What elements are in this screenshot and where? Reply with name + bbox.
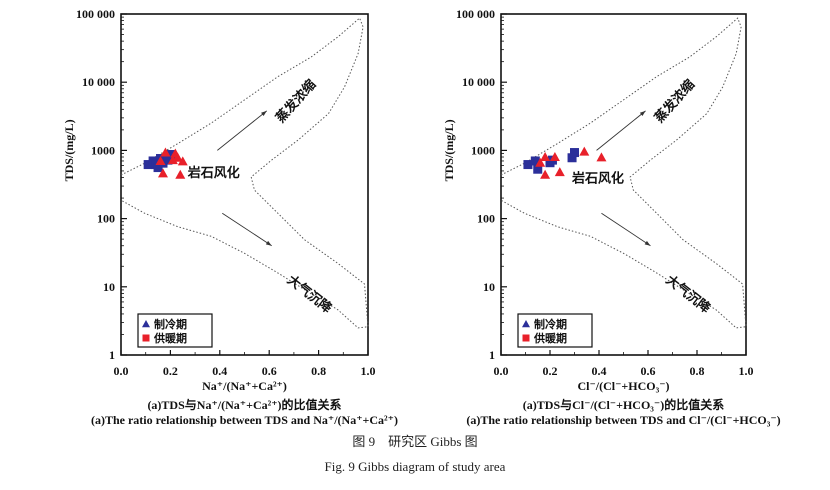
y-axis-label: TDS/(mg/L): [62, 119, 76, 181]
y-tick-label: 1: [109, 348, 115, 362]
data-point-square: [523, 160, 533, 170]
x-tick-label: 0.4: [592, 364, 607, 378]
data-point-triangle: [167, 155, 178, 165]
data-point-triangle: [172, 152, 183, 162]
y-tick-label: 10: [483, 280, 495, 294]
y-tick-label: 1000: [91, 143, 115, 157]
subplot-caption-cn: (a)TDS与Na⁺/(Na⁺+Ca²⁺)的比值关系: [147, 397, 341, 412]
x-axis-label: Cl⁻/(Cl⁻+HCO₃⁻): [577, 379, 669, 393]
annotation-rock-weathering: 岩石风化: [187, 165, 240, 181]
y-tick-label: 10 000: [82, 75, 115, 89]
annotation-evaporation: 蒸发浓缩: [651, 77, 698, 126]
y-tick-label: 1: [489, 348, 495, 362]
arrow-line: [601, 212, 651, 247]
arrow-line: [217, 110, 268, 151]
data-point-triangle: [155, 155, 166, 165]
data-point-square: [567, 153, 577, 163]
y-tick-label: 10 000: [462, 75, 495, 89]
x-tick-label: 0.8: [311, 364, 326, 378]
data-point-triangle: [157, 168, 168, 178]
legend-triangle-icon: [522, 320, 530, 328]
y-tick-label: 100: [97, 212, 115, 226]
legend-label: 制冷期: [154, 317, 187, 331]
y-tick-label: 10: [103, 280, 115, 294]
legend-label: 制冷期: [534, 317, 567, 331]
arrow-head-icon: [265, 240, 272, 246]
data-point-triangle: [535, 157, 546, 167]
legend-triangle-icon: [142, 320, 150, 328]
data-point-square: [153, 163, 163, 173]
data-point-square: [163, 155, 173, 165]
legend-square-icon: [522, 334, 530, 342]
precipitation-arrow: [222, 212, 272, 247]
arrow-line: [222, 212, 272, 247]
legend-label: 供暖期: [153, 331, 187, 345]
x-axis-label: Na⁺/(Na⁺+Ca²⁺): [202, 379, 287, 393]
annotation-precipitation: 大气沉降: [663, 272, 715, 317]
subplot-caption-en: (a)The ratio relationship between TDS an…: [91, 413, 398, 427]
data-point-triangle: [160, 147, 171, 157]
precipitation-arrow: [601, 212, 651, 247]
data-point-triangle: [540, 169, 551, 179]
y-tick-label: 100 000: [456, 7, 495, 21]
arrow-head-icon: [261, 110, 267, 116]
x-tick-label: 0.6: [262, 364, 277, 378]
chart-panel-1: 1 10 100 1000 10 000 100 000 0.0 0.2 0.4 0.6 0.8 1.…: [62, 7, 398, 427]
data-point-square: [143, 160, 153, 170]
subplot-caption-cn: (a)TDS与Cl⁻/(Cl⁻+HCO₃⁻)的比值关系: [523, 397, 724, 412]
y-tick-label: 1000: [471, 143, 495, 157]
x-tick-label: 0.2: [543, 364, 558, 378]
data-point-triangle: [596, 152, 607, 162]
arrow-line: [596, 110, 646, 151]
series-2: [155, 147, 188, 179]
chart-panel-2: 1 10 100 1000 10 000 100 000 0.0 0.2 0.4 0.6 0.8 1.…: [442, 7, 781, 427]
gibbs-envelope-boundary: [120, 17, 369, 329]
x-tick-label: 0.2: [163, 364, 178, 378]
legend-label: 供暖期: [533, 331, 567, 345]
arrow-head-icon: [639, 110, 646, 116]
series-2: [535, 146, 607, 179]
subplot-caption-en: (a)The ratio relationship between TDS an…: [466, 413, 780, 427]
annotation-precipitation: 大气沉降: [284, 272, 336, 317]
evaporation-arrow: [596, 110, 646, 151]
gibbs-envelope-boundary: [500, 17, 747, 329]
data-point-triangle: [540, 152, 551, 162]
data-point-triangle: [177, 156, 188, 166]
data-point-triangle: [549, 152, 560, 162]
data-point-triangle: [175, 169, 186, 179]
annotation-evaporation: 蒸发浓缩: [273, 77, 320, 126]
x-tick-label: 0.0: [114, 364, 129, 378]
x-tick-label: 0.4: [212, 364, 227, 378]
y-tick-label: 100: [477, 212, 495, 226]
data-point-triangle: [554, 167, 565, 177]
data-point-triangle: [579, 146, 590, 156]
x-tick-label: 1.0: [361, 364, 376, 378]
x-tick-label: 0.0: [494, 364, 509, 378]
legend-box: [137, 313, 213, 348]
y-tick-label: 100 000: [76, 7, 115, 21]
arrow-head-icon: [644, 240, 651, 246]
data-point-square: [533, 164, 543, 174]
legend-box: [517, 313, 593, 348]
data-point-square: [570, 148, 579, 158]
figure-caption-cn: 图 9 研究区 Gibbs 图: [352, 434, 477, 449]
annotation-rock-weathering: 岩石风化: [571, 171, 624, 187]
x-tick-label: 1.0: [739, 364, 754, 378]
evaporation-arrow: [217, 110, 268, 151]
figure-caption-en: Fig. 9 Gibbs diagram of study area: [325, 459, 506, 474]
data-point-square: [530, 156, 540, 166]
legend-square-icon: [142, 334, 150, 342]
x-tick-label: 0.8: [690, 364, 705, 378]
y-axis-label: TDS/(mg/L): [442, 119, 456, 181]
x-tick-label: 0.6: [641, 364, 656, 378]
